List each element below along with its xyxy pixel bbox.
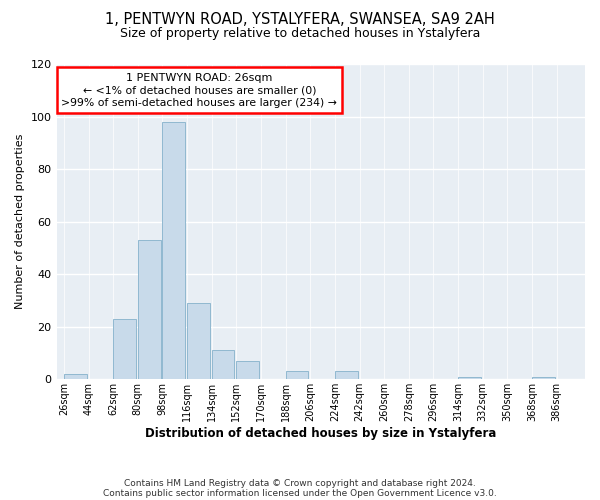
Text: Size of property relative to detached houses in Ystalyfera: Size of property relative to detached ho… — [120, 28, 480, 40]
Bar — [236, 361, 259, 380]
X-axis label: Distribution of detached houses by size in Ystalyfera: Distribution of detached houses by size … — [145, 427, 496, 440]
Bar — [113, 319, 136, 380]
FancyBboxPatch shape — [56, 67, 343, 113]
Bar — [64, 374, 86, 380]
Bar — [335, 372, 358, 380]
Text: Contains HM Land Registry data © Crown copyright and database right 2024.: Contains HM Land Registry data © Crown c… — [124, 478, 476, 488]
Bar — [458, 376, 481, 380]
Y-axis label: Number of detached properties: Number of detached properties — [15, 134, 25, 310]
Bar — [163, 122, 185, 380]
Bar — [138, 240, 161, 380]
Bar — [532, 376, 554, 380]
Bar — [286, 372, 308, 380]
Text: 1 PENTWYN ROAD: 26sqm: 1 PENTWYN ROAD: 26sqm — [126, 73, 272, 83]
Bar — [187, 303, 210, 380]
Text: 1, PENTWYN ROAD, YSTALYFERA, SWANSEA, SA9 2AH: 1, PENTWYN ROAD, YSTALYFERA, SWANSEA, SA… — [105, 12, 495, 28]
Text: >99% of semi-detached houses are larger (234) →: >99% of semi-detached houses are larger … — [61, 98, 337, 108]
Text: Contains public sector information licensed under the Open Government Licence v3: Contains public sector information licen… — [103, 488, 497, 498]
Text: ← <1% of detached houses are smaller (0): ← <1% of detached houses are smaller (0) — [83, 86, 316, 96]
Bar — [212, 350, 235, 380]
